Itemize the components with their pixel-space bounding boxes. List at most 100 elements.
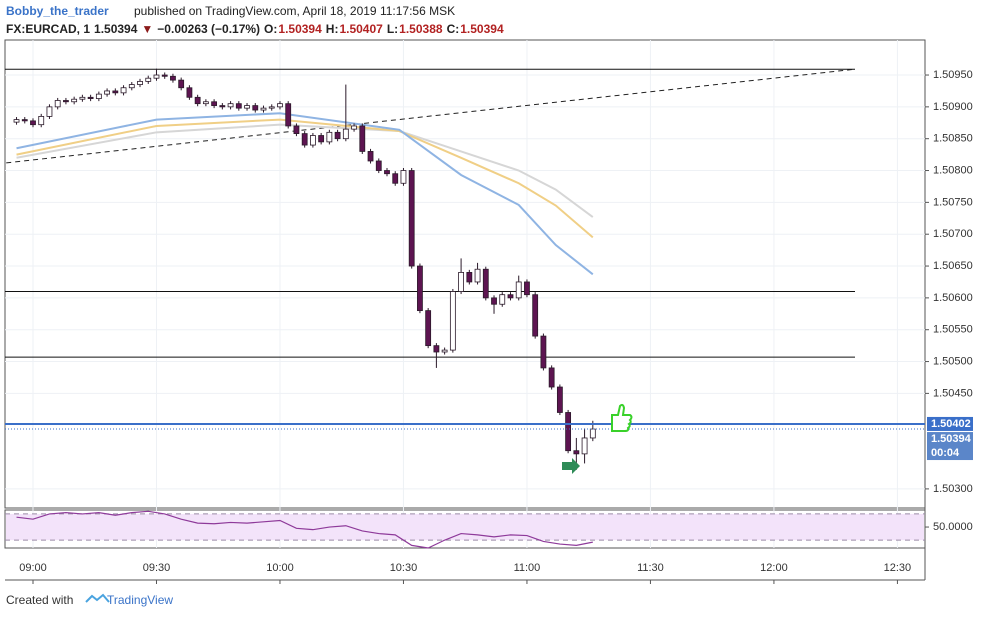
candle-body	[252, 105, 259, 111]
y-tick-label: 1.50600	[933, 292, 973, 304]
candle-body	[202, 101, 209, 105]
candle-body	[351, 125, 357, 130]
candle-body	[63, 100, 69, 103]
y-tick-label: 1.50650	[933, 260, 973, 272]
y-tick-label: 1.50950	[933, 69, 973, 81]
candle-body	[449, 291, 456, 351]
candle-body	[310, 135, 316, 146]
candle-body	[565, 412, 572, 452]
candle-body	[375, 160, 382, 171]
candle-body	[178, 79, 185, 89]
logo	[85, 593, 110, 603]
header-item: 1.50388	[399, 22, 443, 36]
candle-body	[326, 131, 333, 143]
price-tag-label: 1.50394	[931, 433, 972, 445]
candle-body	[458, 272, 464, 292]
candle-body	[30, 120, 36, 126]
candle-body	[54, 100, 61, 108]
symbol-bar: FX:EURCAD, 1 1.50394 ▼ −0.00263 (−0.17%) O: 1…	[6, 22, 504, 36]
candle-body	[244, 105, 250, 109]
candle-body	[573, 450, 580, 455]
price-tag	[927, 416, 973, 431]
candle-body	[367, 151, 374, 162]
thumbs-up-icon	[611, 403, 633, 432]
y-tick-label: 1.50450	[933, 387, 973, 399]
y-tick-label: 1.50800	[933, 164, 973, 176]
candle-body	[556, 386, 563, 413]
x-tick-label: 10:00	[266, 562, 294, 574]
header-item: 1.50394	[460, 22, 504, 36]
candle-body	[384, 170, 390, 175]
header-item: 1.50407	[339, 22, 383, 36]
candle-body	[433, 345, 440, 353]
moving-average	[16, 123, 594, 218]
created-with: Created with	[6, 593, 73, 607]
candle-body	[95, 93, 102, 99]
header-item: FX:EURCAD, 1	[6, 22, 90, 36]
candle-body	[260, 107, 267, 111]
header-item: H:	[326, 22, 339, 36]
x-tick-label: 12:30	[884, 562, 912, 574]
candle-body	[120, 87, 127, 94]
header-item: −0.00263 (−0.17%)	[157, 22, 260, 36]
x-tick-label: 09:00	[19, 562, 47, 574]
candle-body	[491, 297, 497, 305]
candle-body	[87, 96, 94, 99]
candle-body	[417, 265, 423, 312]
candle-body	[194, 96, 201, 105]
rsi-tick-label: 50.0000	[933, 521, 973, 533]
candle-body	[104, 90, 110, 95]
rsi-band	[6, 513, 924, 541]
y-tick-label: 1.50550	[933, 324, 973, 336]
candle-body	[359, 125, 366, 152]
candle-body	[581, 437, 588, 455]
trend-line	[6, 68, 855, 164]
candle-body	[466, 272, 473, 283]
candle-body	[145, 77, 152, 82]
published: published on TradingView.com, April 18, …	[134, 4, 455, 18]
candle-body	[161, 74, 168, 77]
candle-body	[425, 310, 432, 347]
candle-body	[235, 103, 242, 109]
candle-body	[137, 80, 143, 85]
candle-body	[79, 96, 86, 100]
brand[interactable]: TradingView	[107, 593, 173, 607]
header-item: C:	[447, 22, 460, 36]
candle-body	[71, 98, 78, 103]
candle-body	[408, 170, 415, 267]
candle-body	[46, 106, 53, 117]
candle-body	[499, 294, 506, 305]
rsi-line	[16, 510, 593, 549]
x-tick-label: 12:00	[760, 562, 788, 574]
candle-body	[227, 103, 234, 108]
candle-body	[334, 131, 341, 140]
candle-body	[153, 74, 160, 79]
candle-body	[400, 170, 407, 184]
arrow-icon	[562, 458, 580, 474]
x-tick-label: 11:30	[637, 562, 664, 574]
header-item: 1.50394	[278, 22, 322, 36]
candle-body	[589, 428, 596, 439]
price-tag-label: 1.50402	[931, 418, 971, 430]
x-tick-label: 09:30	[143, 562, 171, 574]
candle-body	[342, 128, 349, 140]
header-item: L:	[387, 22, 398, 36]
y-tick-label: 1.50500	[933, 355, 973, 367]
candle-body	[318, 135, 325, 143]
candle-body	[507, 294, 514, 299]
candle-body	[170, 75, 176, 81]
header-item: 1.50394	[94, 22, 138, 36]
moving-average	[16, 118, 594, 239]
candle-body	[128, 84, 135, 89]
author[interactable]: Bobby_the_trader	[6, 4, 109, 18]
candle-body	[532, 294, 539, 337]
candle-body	[540, 335, 547, 369]
candle-body	[293, 125, 300, 134]
candle-body	[21, 119, 28, 122]
y-tick-label: 1.50700	[933, 228, 973, 240]
header-item: ▼	[141, 22, 153, 36]
candle-body	[268, 106, 275, 109]
moving-average	[16, 112, 594, 276]
candle-body	[482, 268, 489, 299]
